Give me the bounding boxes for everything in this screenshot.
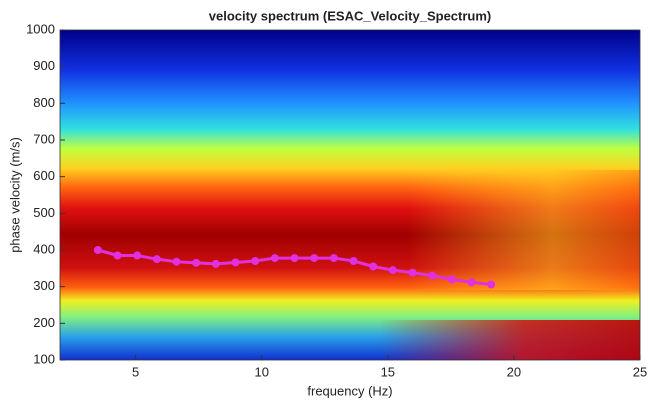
series-point bbox=[408, 268, 417, 277]
series-point bbox=[93, 246, 102, 254]
plot-frame bbox=[59, 29, 641, 361]
chart-title: velocity spectrum (ESAC_Velocity_Spectru… bbox=[209, 8, 492, 23]
series-point bbox=[447, 275, 456, 284]
series-point bbox=[388, 266, 397, 275]
y-tick-label: 900 bbox=[33, 58, 55, 73]
series-point bbox=[428, 271, 437, 280]
series-point bbox=[270, 254, 279, 263]
x-axis-label: frequency (Hz) bbox=[307, 383, 392, 398]
series-point bbox=[290, 254, 299, 263]
y-tick-label: 400 bbox=[33, 241, 55, 256]
series-point bbox=[133, 251, 142, 260]
series-point bbox=[251, 257, 260, 265]
x-tick-label: 5 bbox=[132, 364, 139, 379]
y-tick-label: 700 bbox=[33, 131, 55, 146]
series-point bbox=[192, 258, 201, 267]
x-tick-label: 20 bbox=[507, 364, 521, 379]
series-point bbox=[487, 280, 496, 289]
y-tick-label: 1000 bbox=[26, 21, 55, 36]
series-point bbox=[211, 259, 220, 268]
y-tick-label: 300 bbox=[33, 278, 55, 293]
series-point bbox=[349, 257, 358, 265]
x-tick-label: 15 bbox=[381, 364, 395, 379]
y-tick-label: 100 bbox=[33, 351, 55, 366]
series-point bbox=[152, 255, 161, 264]
x-tick-label: 25 bbox=[633, 364, 647, 379]
y-tick-label: 600 bbox=[33, 168, 55, 183]
series-point bbox=[467, 278, 476, 287]
series-point bbox=[172, 257, 181, 266]
series-point bbox=[329, 254, 338, 263]
series-point bbox=[231, 258, 240, 267]
x-tick-label: 10 bbox=[255, 364, 269, 379]
y-tick-label: 500 bbox=[33, 205, 55, 220]
y-tick-label: 800 bbox=[33, 95, 55, 110]
series-point bbox=[113, 251, 122, 260]
series-point bbox=[310, 254, 319, 263]
series-point bbox=[369, 262, 378, 271]
y-axis-label: phase velocity (m/s) bbox=[7, 137, 22, 253]
y-tick-label: 200 bbox=[33, 315, 55, 330]
spectrum-background bbox=[60, 30, 640, 360]
